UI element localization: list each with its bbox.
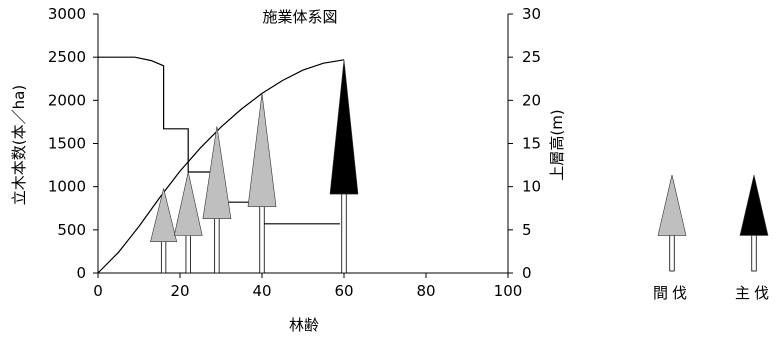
- x-tick-label: 60: [334, 282, 353, 300]
- legend-label: 間伐: [653, 284, 691, 302]
- thinning-tree-crown: [173, 171, 203, 236]
- x-axis-label: 林齢: [289, 316, 319, 334]
- legend-tree-0-crown: [657, 174, 687, 236]
- final-harvest-tree-crown: [329, 59, 359, 195]
- thinning-tree-crown: [202, 126, 232, 219]
- legend-tree-1-crown: [739, 174, 769, 236]
- y-left-tick-label: 3000: [48, 5, 86, 23]
- y-left-axis-label: 立木本数(本／ha): [10, 85, 28, 205]
- y-left-tick-label: 2500: [48, 48, 86, 66]
- thinning-tree-crown: [150, 188, 178, 242]
- y-right-tick-label: 10: [522, 178, 541, 196]
- y-right-tick-label: 0: [522, 264, 532, 282]
- thinning-tree-trunk: [185, 231, 191, 274]
- y-left-tick-label: 0: [76, 264, 86, 282]
- x-tick-label: 0: [93, 282, 103, 300]
- y-right-tick-label: 5: [522, 221, 532, 239]
- x-tick-label: 80: [416, 282, 435, 300]
- height-curve-line: [97, 59, 345, 274]
- legend-tree-1-trunk: [751, 231, 757, 272]
- plot-area: [97, 56, 359, 274]
- y-left-tick-label: 2000: [48, 91, 86, 109]
- thinning-tree-trunk: [214, 214, 220, 274]
- y-right-tick-label: 15: [522, 135, 541, 153]
- y-left-tick-label: 1500: [48, 135, 86, 153]
- y-left-tick-label: 1000: [48, 178, 86, 196]
- y-right-tick-label: 30: [522, 5, 541, 23]
- axes: 0 20 40 60 80 1000500100015002000250030000510…: [48, 5, 541, 300]
- thinning-tree-crown: [247, 93, 277, 207]
- final-harvest-tree-trunk: [341, 189, 347, 274]
- x-tick-label: 20: [170, 282, 189, 300]
- x-tick-label: 100: [494, 282, 523, 300]
- thinning-tree-trunk: [160, 237, 167, 274]
- y-left-tick-label: 500: [57, 221, 86, 239]
- y-right-tick-label: 20: [522, 91, 541, 109]
- legend-label: 主伐: [735, 284, 773, 302]
- legend: 間伐 主伐: [653, 174, 773, 302]
- x-tick-label: 40: [252, 282, 271, 300]
- y-right-tick-label: 25: [522, 48, 541, 66]
- thinning-tree-trunk: [259, 202, 265, 274]
- y-right-axis-label: 上層高(m): [548, 109, 566, 180]
- chart-title: 施業体系図: [262, 8, 337, 26]
- legend-tree-0-trunk: [669, 231, 675, 272]
